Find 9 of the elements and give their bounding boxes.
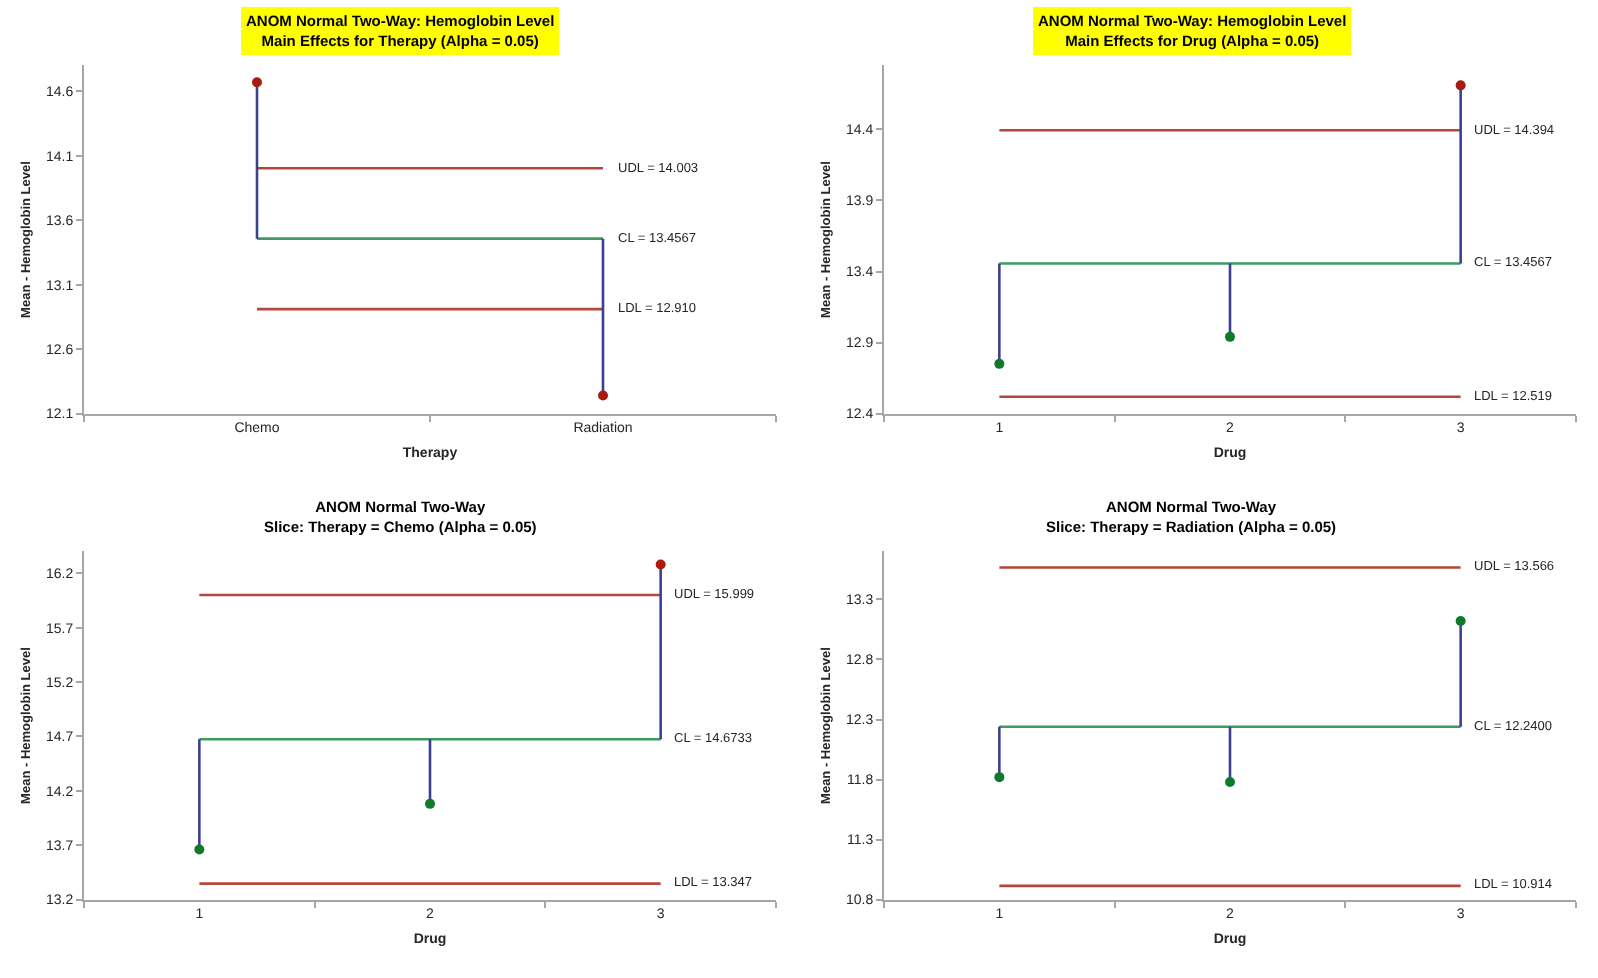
point [1455,80,1466,91]
point [1225,776,1235,787]
point [1225,331,1235,342]
point [194,844,205,855]
point [425,798,435,809]
point [994,358,1005,369]
point [655,559,666,570]
point [994,772,1005,783]
point [1455,616,1466,627]
